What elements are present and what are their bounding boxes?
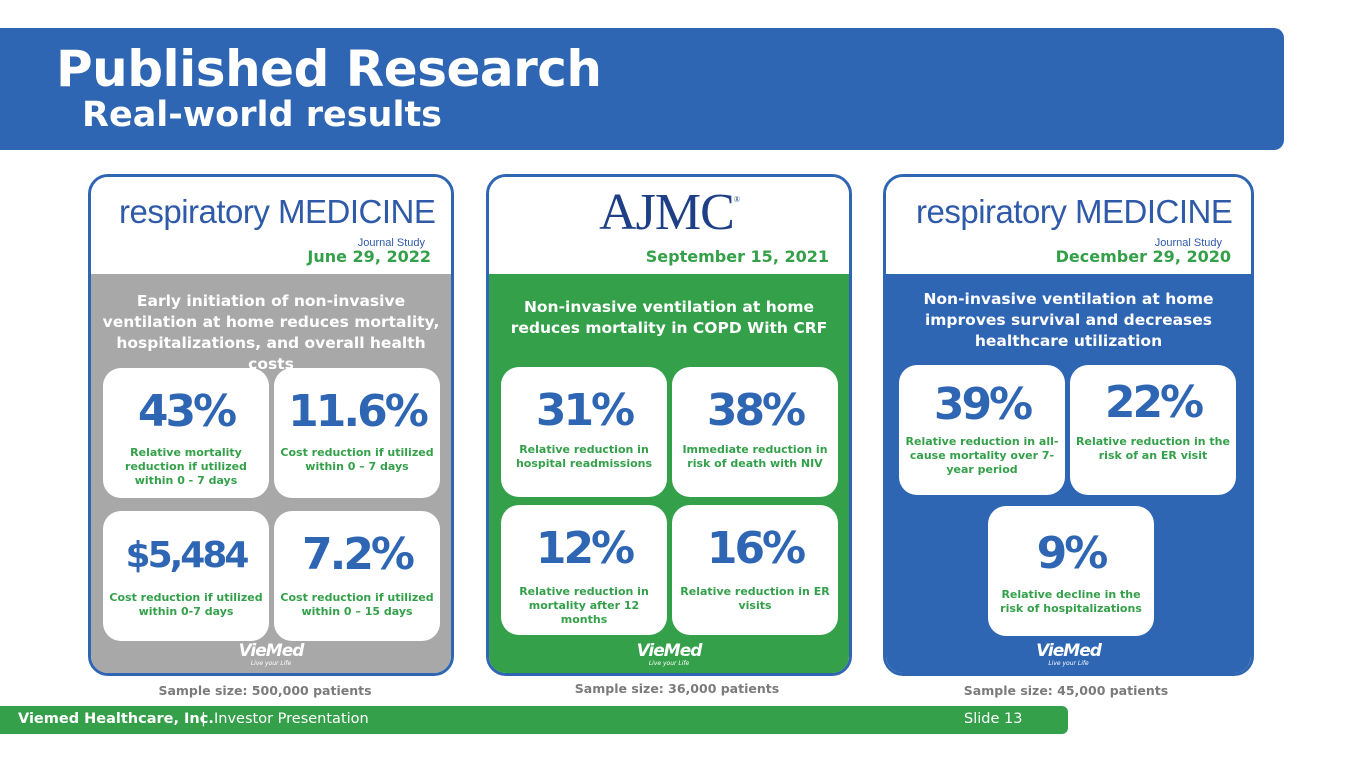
stat-label: Relative reduction in hospital readmissi… <box>515 443 653 470</box>
footer-separator: | <box>201 711 206 727</box>
sample-size: Sample size: 500,000 patients <box>158 683 372 698</box>
stat-value: 39% <box>933 379 1033 430</box>
stat-label: Cost reduction if utilized within 0-7 da… <box>109 591 263 618</box>
journal-subtitle: Journal Study <box>357 237 425 249</box>
journal-name: AJMC <box>599 184 735 241</box>
stat-label: Cost reduction if utilized within 0 – 15… <box>280 591 434 618</box>
stat-value: 22% <box>1104 377 1204 428</box>
footer-company: Viemed Healthcare, Inc. <box>18 711 214 727</box>
slide-number: Slide 13 <box>964 711 1023 727</box>
stat-label: Cost reduction if utilized within 0 – 7 … <box>280 446 434 473</box>
page-title: Published Research <box>56 40 602 98</box>
stat-box: 38% Immediate reduction in risk of death… <box>672 367 838 497</box>
stat-label: Relative reduction in mortality after 12… <box>519 585 649 626</box>
stat-label: Relative reduction in the risk of an ER … <box>1076 435 1230 462</box>
journal-logo: respiratory MEDICINE Journal Study <box>119 193 436 249</box>
stat-value: 43% <box>137 386 237 437</box>
stat-box: 22% Relative reduction in the risk of an… <box>1070 365 1236 495</box>
stat-value: 31% <box>535 385 635 436</box>
journal-name: respiratory MEDICINE <box>119 193 436 230</box>
study-date: September 15, 2021 <box>645 247 829 266</box>
stat-label: Relative reduction in ER visits <box>680 585 830 612</box>
stat-box: 11.6% Cost reduction if utilized within … <box>274 368 440 498</box>
study-date: December 29, 2020 <box>1055 247 1231 266</box>
stat-label: Relative decline in the risk of hospital… <box>1000 588 1142 615</box>
journal-name: respiratory MEDICINE <box>916 193 1233 230</box>
viemed-logo: VieMed Live your Life <box>238 641 305 667</box>
stat-box: 39% Relative reduction in all-cause mort… <box>899 365 1065 495</box>
header-band <box>0 28 1284 150</box>
stat-label: Relative mortality reduction if utilized… <box>125 446 247 487</box>
study-card-3: respiratory MEDICINE Journal Study Decem… <box>883 174 1254 676</box>
stat-value: 9% <box>1036 528 1109 579</box>
stat-box: 16% Relative reduction in ER visits <box>672 505 838 635</box>
stat-box: 31% Relative reduction in hospital readm… <box>501 367 667 497</box>
viemed-logo: VieMed Live your Life <box>636 641 703 667</box>
footer-bar: Viemed Healthcare, Inc. | Investor Prese… <box>0 706 1068 734</box>
page-subtitle: Real-world results <box>82 95 443 135</box>
study-card-2: AJMC® September 15, 2021 Non-invasive ve… <box>486 174 852 676</box>
card-header: respiratory MEDICINE Journal Study Decem… <box>886 177 1251 274</box>
journal-subtitle: Journal Study <box>1154 237 1222 249</box>
stat-value: 16% <box>706 523 806 574</box>
stat-value: 11.6% <box>288 386 429 437</box>
stat-value: 38% <box>706 385 806 436</box>
study-headline: Early initiation of non-invasive ventila… <box>102 292 440 373</box>
study-date: June 29, 2022 <box>307 247 431 266</box>
stat-box: 7.2% Cost reduction if utilized within 0… <box>274 511 440 641</box>
journal-logo: AJMC® <box>599 184 740 241</box>
stat-box: 9% Relative decline in the risk of hospi… <box>988 506 1154 636</box>
study-headline: Non-invasive ventilation at home improve… <box>923 290 1214 350</box>
study-card-1: respiratory MEDICINE Journal Study June … <box>88 174 454 676</box>
stat-label: Immediate reduction in risk of death wit… <box>682 443 828 470</box>
journal-logo: respiratory MEDICINE Journal Study <box>916 193 1233 249</box>
stat-box: 12% Relative reduction in mortality afte… <box>501 505 667 635</box>
card-header: AJMC® September 15, 2021 <box>489 177 849 274</box>
stat-value: $5,484 <box>125 535 250 576</box>
stat-label: Relative reduction in all-cause mortalit… <box>905 435 1059 476</box>
stat-value: 12% <box>535 523 635 574</box>
card-header: respiratory MEDICINE Journal Study June … <box>91 177 451 274</box>
viemed-logo: VieMed Live your Life <box>1036 641 1102 667</box>
stat-value: 7.2% <box>301 529 415 580</box>
footer-presentation: Investor Presentation <box>214 711 369 727</box>
stat-box: $5,484 Cost reduction if utilized within… <box>103 511 269 641</box>
study-headline: Non-invasive ventilation at home reduces… <box>510 298 828 337</box>
stat-box: 43% Relative mortality reduction if util… <box>103 368 269 498</box>
sample-size: Sample size: 45,000 patients <box>963 683 1169 698</box>
sample-size: Sample size: 36,000 patients <box>574 681 780 696</box>
